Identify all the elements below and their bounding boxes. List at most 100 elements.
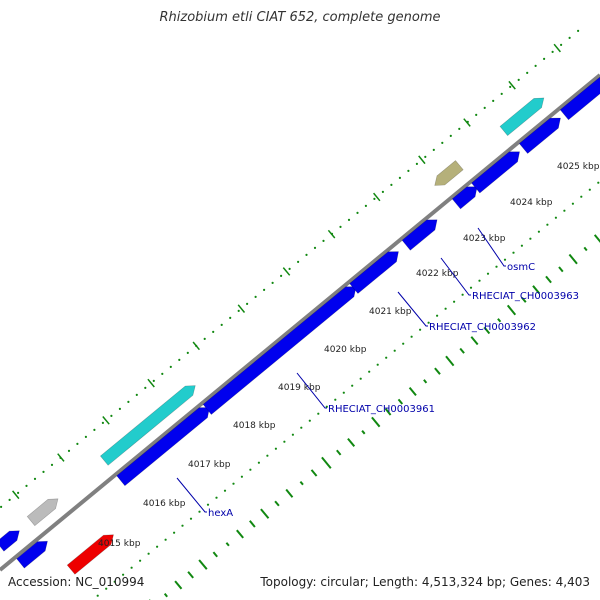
tick-dot [67,449,71,452]
gene-label-hexA[interactable]: hexA [208,508,233,519]
tick-label-4019: 4019 kbp [278,383,321,393]
outer-dot [156,545,159,548]
outer-dot [393,349,396,352]
tick-dot [415,162,418,165]
skew-dash [212,551,218,558]
outer-dot [520,244,524,247]
gene-cds-3962[interactable] [349,251,399,294]
tick-label-4020: 4020 kbp [324,345,367,355]
gene-cds-3961[interactable] [202,286,357,415]
outer-dot [189,517,193,520]
tick-dot [313,246,317,249]
outer-dot [122,573,125,576]
outer-dot [368,370,371,373]
skew-dash [521,296,527,303]
outer-dot [359,377,362,380]
gene-cds-hexA[interactable] [116,407,210,487]
tick-mark [373,192,381,202]
tick-dot [517,78,520,81]
skew-dash [260,508,270,519]
outer-dot [376,363,379,366]
outer-dot [580,195,583,198]
tick-dot [509,85,512,88]
tick-dot [483,106,486,109]
tick-dot [110,414,113,417]
gene-cds-c[interactable] [518,117,561,154]
outer-dot [130,566,133,569]
tick-dot [237,309,240,312]
gene-cds-d[interactable] [559,73,600,121]
tick-mark [12,490,20,500]
outer-dot [334,398,337,401]
tick-label-4017: 4017 kbp [188,460,231,470]
outer-dot [266,454,269,457]
outer-dot [317,412,320,415]
reverse-strand [0,97,545,552]
tick-dot [33,477,37,480]
gene-cds-small[interactable] [0,530,20,552]
tick-mark [463,118,471,127]
tick-dot [161,372,164,375]
tick-dot [50,463,54,466]
skew-dash [274,500,280,507]
tick-mark [327,229,336,239]
gene-misc-grey[interactable] [26,498,59,527]
skew-dash [483,326,491,335]
gene-rna-b[interactable] [499,97,545,137]
skew-dash [532,285,541,295]
skew-dash [506,304,517,316]
genome-summary-text: Topology: circular; Length: 4,513,324 bp… [260,575,590,589]
gene-label-RHECIAT_CH0003961[interactable]: RHECIAT_CH0003961 [328,404,435,415]
tick-dot [203,337,206,340]
gene-cds-3963[interactable] [401,219,438,251]
tick-dot [373,197,376,200]
skew-dash [568,253,578,265]
tick-dot [152,379,155,382]
tick-dot [526,71,529,74]
outer-dot [164,538,167,541]
skew-dash [371,416,381,428]
tick-dot [475,113,478,116]
outer-dot [173,531,176,534]
outer-gc-dots [96,181,600,597]
gene-label-RHECIAT_CH0003962[interactable]: RHECIAT_CH0003962 [429,322,536,333]
leader-hexA [176,477,207,513]
gene-osmC[interactable] [434,160,464,186]
skew-dash [174,580,183,590]
tick-mark [102,416,110,425]
gene-red-feature[interactable] [66,534,114,575]
outer-dot [342,391,345,394]
gene-rna-hexA[interactable] [99,385,196,466]
tick-dot [169,365,172,368]
gene-label-RHECIAT_CH0003963[interactable]: RHECIAT_CH0003963 [472,291,579,302]
outer-dot [410,335,413,338]
tick-mark [282,267,291,276]
tick-mark [418,155,426,165]
outer-dot [113,580,116,583]
gene-cds-a[interactable] [451,186,478,210]
tick-dot [212,330,215,333]
forward-strand [16,73,600,575]
tick-dot [577,29,580,32]
skew-dash [285,488,294,498]
tick-label-4018: 4018 kbp [233,421,276,431]
outer-dot [139,559,142,562]
outer-dot [469,286,473,289]
tick-mark [237,304,246,313]
outer-dot [206,503,210,506]
tick-dot [390,183,393,186]
outer-dot [283,440,286,443]
gene-label-osmC[interactable]: osmC [507,262,535,273]
tick-dot [220,323,223,326]
skew-dash [497,318,502,323]
gene-cds-b[interactable] [471,151,520,194]
tick-dot [288,267,291,270]
skew-dash [397,398,404,405]
gene-cds-1[interactable] [16,540,48,569]
tick-dot [356,211,359,214]
outer-dot [291,433,294,436]
tick-dot [229,316,232,319]
tick-dot [178,358,181,361]
tick-dot [449,134,452,137]
tick-dot [135,393,138,396]
